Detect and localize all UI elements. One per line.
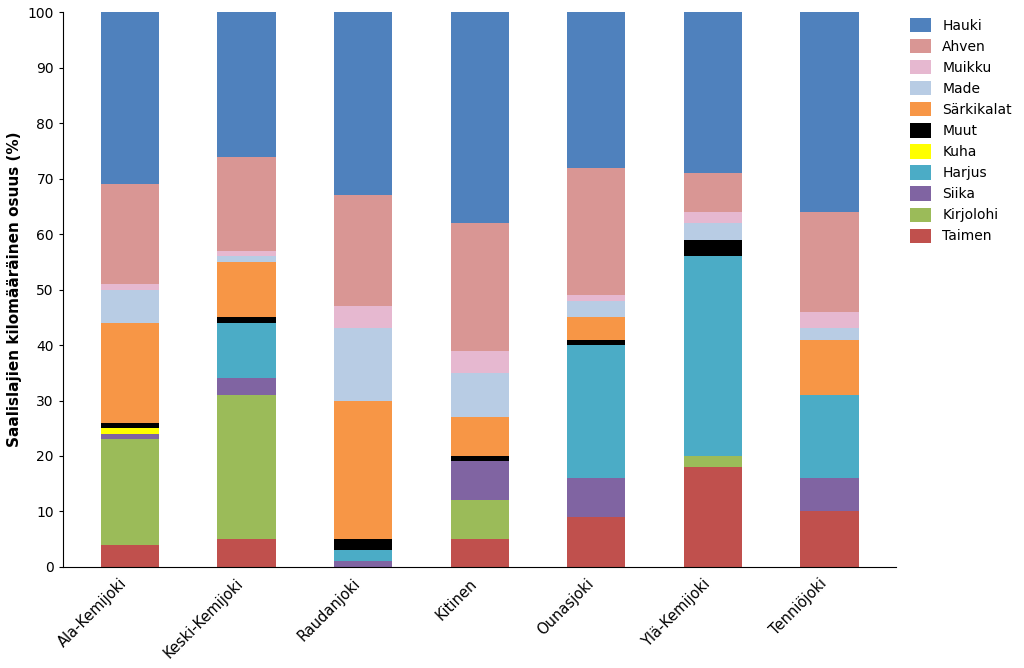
Bar: [801, 329, 858, 339]
Bar: [451, 417, 509, 456]
Bar: [100, 290, 159, 323]
Bar: [217, 250, 275, 257]
Bar: [451, 462, 509, 500]
Bar: [451, 13, 509, 223]
Bar: [217, 257, 275, 262]
Bar: [100, 440, 159, 544]
Bar: [217, 395, 275, 539]
Bar: [217, 13, 275, 156]
Bar: [334, 401, 392, 539]
Bar: [567, 339, 626, 345]
Bar: [100, 423, 159, 428]
Bar: [684, 13, 742, 173]
Bar: [567, 345, 626, 478]
Bar: [684, 467, 742, 567]
Bar: [217, 262, 275, 317]
Bar: [100, 13, 159, 184]
Bar: [801, 395, 858, 478]
Bar: [451, 373, 509, 417]
Bar: [801, 312, 858, 329]
Bar: [217, 323, 275, 378]
Bar: [334, 13, 392, 195]
Bar: [334, 539, 392, 550]
Bar: [334, 306, 392, 329]
Bar: [451, 500, 509, 539]
Bar: [567, 168, 626, 295]
Bar: [567, 301, 626, 317]
Bar: [100, 434, 159, 440]
Bar: [801, 478, 858, 512]
Bar: [567, 317, 626, 339]
Bar: [567, 13, 626, 168]
Bar: [451, 539, 509, 567]
Bar: [100, 428, 159, 434]
Bar: [684, 240, 742, 257]
Legend: Hauki, Ahven, Muikku, Made, Särkikalat, Muut, Kuha, Harjus, Siika, Kirjolohi, Ta: Hauki, Ahven, Muikku, Made, Särkikalat, …: [905, 13, 1018, 249]
Bar: [684, 257, 742, 456]
Bar: [217, 539, 275, 567]
Bar: [334, 550, 392, 561]
Bar: [684, 223, 742, 240]
Bar: [217, 317, 275, 323]
Bar: [217, 156, 275, 250]
Bar: [684, 212, 742, 223]
Bar: [334, 561, 392, 567]
Bar: [684, 456, 742, 467]
Bar: [801, 13, 858, 212]
Bar: [684, 173, 742, 212]
Bar: [451, 351, 509, 373]
Bar: [100, 184, 159, 284]
Bar: [567, 295, 626, 301]
Bar: [567, 478, 626, 517]
Y-axis label: Saalislajien kilomääräinen osuus (%): Saalislajien kilomääräinen osuus (%): [7, 132, 22, 448]
Bar: [100, 544, 159, 567]
Bar: [217, 378, 275, 395]
Bar: [801, 339, 858, 395]
Bar: [334, 195, 392, 306]
Bar: [801, 212, 858, 312]
Bar: [567, 517, 626, 567]
Bar: [334, 329, 392, 401]
Bar: [100, 323, 159, 423]
Bar: [100, 284, 159, 290]
Bar: [451, 223, 509, 351]
Bar: [451, 456, 509, 462]
Bar: [801, 512, 858, 567]
